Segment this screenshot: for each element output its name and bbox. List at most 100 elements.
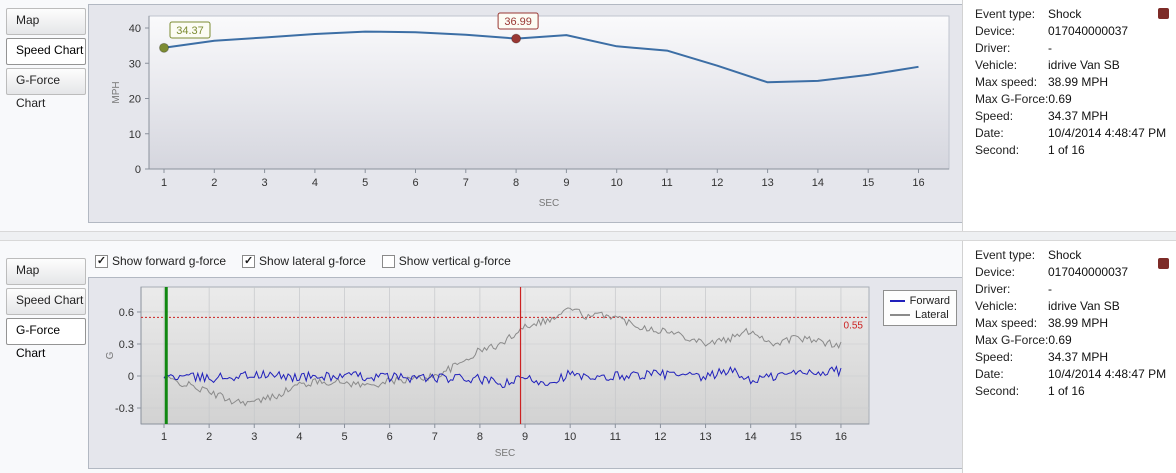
event-info-rows: Event type: Shock Device: 017040000037 Drive… bbox=[975, 6, 1170, 159]
info-row: Second: 1 of 16 bbox=[975, 383, 1170, 400]
checkbox-icon[interactable]: ✓ bbox=[242, 254, 256, 268]
checkbox-show-lateral-g-force[interactable]: ✓ Show lateral g-force bbox=[242, 254, 366, 268]
x-tick-label: 1 bbox=[161, 431, 167, 443]
legend-item-forward: Forward bbox=[890, 294, 950, 308]
x-tick-label: 8 bbox=[477, 431, 483, 443]
tab-map[interactable]: Map bbox=[6, 8, 86, 35]
y-tick-label: 10 bbox=[129, 129, 141, 141]
checkbox-show-forward-g-force[interactable]: ✓ Show forward g-force bbox=[95, 254, 226, 268]
marker-point bbox=[511, 33, 522, 44]
y-tick-label: -0.3 bbox=[115, 403, 134, 415]
info-value: 34.37 MPH bbox=[1048, 109, 1109, 123]
marker-label: 36.99 bbox=[504, 16, 532, 28]
x-tick-label: 5 bbox=[341, 431, 347, 443]
info-label: Speed: bbox=[975, 109, 1014, 123]
info-label: Event type: bbox=[975, 248, 1036, 262]
event-info-panel: Event type: Shock Device: 017040000037 Drive… bbox=[962, 0, 1176, 231]
x-axis-title: SEC bbox=[495, 448, 516, 459]
info-row: Event type: Shock bbox=[975, 6, 1170, 23]
gforce-chart-panel: Map Speed Chart G-Force Chart ✓ Show forwar… bbox=[0, 240, 1176, 473]
x-tick-label: 16 bbox=[912, 177, 924, 189]
gforce-chart-svg: -0.300.30.61 2 3 4 5 6 7 8 9 10 11 12 13 14 15 16GSEC0.… bbox=[105, 286, 870, 459]
checkbox-label: Show forward g-force bbox=[112, 254, 227, 268]
info-label: Device: bbox=[975, 265, 1016, 279]
checkbox-label: Show lateral g-force bbox=[259, 254, 366, 268]
x-tick-label: 13 bbox=[761, 177, 773, 189]
x-tick-label: 5 bbox=[362, 177, 368, 189]
x-tick-label: 10 bbox=[611, 177, 623, 189]
info-value: 1 of 16 bbox=[1048, 143, 1085, 157]
x-tick-label: 14 bbox=[812, 177, 824, 189]
checkbox-show-vertical-g-force[interactable]: Show vertical g-force bbox=[381, 254, 511, 268]
info-value: - bbox=[1048, 41, 1052, 55]
gforce-panel-tabstrip: Map Speed Chart G-Force Chart bbox=[6, 258, 86, 360]
legend-label: Forward bbox=[909, 295, 950, 307]
info-row: Device: 017040000037 bbox=[975, 23, 1170, 40]
info-label: Date: bbox=[975, 367, 1004, 381]
info-row: Speed: 34.37 MPH bbox=[975, 349, 1170, 366]
info-row: Max speed: 38.99 MPH bbox=[975, 74, 1170, 91]
tab-g-force-chart[interactable]: G-Force Chart bbox=[6, 68, 86, 110]
legend-line-icon bbox=[890, 314, 910, 316]
x-tick-label: 6 bbox=[412, 177, 418, 189]
x-tick-label: 1 bbox=[161, 177, 167, 189]
gforce-checkbox-row: ✓ Show forward g-force ✓ Show lateral g-for… bbox=[95, 252, 511, 270]
tab-speed-chart[interactable]: Speed Chart bbox=[6, 288, 86, 315]
info-row: Max G-Force: 0.69 bbox=[975, 332, 1170, 349]
x-tick-label: 4 bbox=[312, 177, 318, 189]
x-tick-label: 15 bbox=[790, 431, 802, 443]
info-label: Max G-Force: bbox=[975, 333, 1049, 347]
x-tick-label: 8 bbox=[513, 177, 519, 189]
gforce-chart[interactable]: -0.3 0 0.3 0.6 1 2 3 4 5 6 7 8 9 10 11 12 13 14 15 16 G SEC 0.… bbox=[88, 277, 964, 469]
y-axis-title: MPH bbox=[111, 81, 122, 103]
info-value: 10/4/2014 4:48:47 PM bbox=[1048, 367, 1167, 381]
x-tick-label: 7 bbox=[463, 177, 469, 189]
tab-speed-chart[interactable]: Speed Chart bbox=[6, 38, 86, 65]
checkbox-label: Show vertical g-force bbox=[398, 254, 511, 268]
info-label: Max speed: bbox=[975, 316, 1038, 330]
forward-line bbox=[163, 365, 842, 389]
info-label: Driver: bbox=[975, 41, 1011, 55]
tab-g-force-chart[interactable]: G-Force Chart bbox=[6, 318, 86, 360]
legend-item-lateral: Lateral bbox=[890, 308, 950, 322]
x-tick-label: 15 bbox=[862, 177, 874, 189]
info-label: Max G-Force: bbox=[975, 92, 1049, 106]
info-row: Date: 10/4/2014 4:48:47 PM bbox=[975, 125, 1170, 142]
gforce-legend: Forward Lateral bbox=[883, 290, 957, 326]
info-label: Second: bbox=[975, 143, 1020, 157]
y-tick-label: 0 bbox=[135, 164, 141, 176]
marker-label: 34.37 bbox=[176, 25, 204, 37]
tab-map[interactable]: Map bbox=[6, 258, 86, 285]
y-tick-label: 30 bbox=[129, 58, 141, 70]
info-label: Date: bbox=[975, 126, 1004, 140]
info-row: Event type: Shock bbox=[975, 247, 1170, 264]
checkbox-icon[interactable] bbox=[381, 254, 395, 268]
x-tick-label: 7 bbox=[432, 431, 438, 443]
info-row: Date: 10/4/2014 4:48:47 PM bbox=[975, 366, 1170, 383]
panel-corner-icon[interactable] bbox=[1158, 8, 1169, 19]
info-value: Shock bbox=[1048, 248, 1082, 262]
speed-chart-panel: Map Speed Chart G-Force Chart 0 10 20 30 40 1 2 3… bbox=[0, 0, 1176, 232]
x-tick-label: 2 bbox=[206, 431, 212, 443]
info-value: 017040000037 bbox=[1048, 24, 1129, 38]
info-value: 38.99 MPH bbox=[1048, 75, 1109, 89]
x-tick-label: 4 bbox=[296, 431, 302, 443]
info-row: Vehicle: idrive Van SB bbox=[975, 57, 1170, 74]
speed-line bbox=[163, 30, 919, 84]
y-tick-label: 0.3 bbox=[119, 339, 134, 351]
lateral-line bbox=[163, 307, 842, 407]
info-value: idrive Van SB bbox=[1048, 299, 1120, 313]
panel-corner-icon[interactable] bbox=[1158, 258, 1169, 269]
x-tick-label: 9 bbox=[563, 177, 569, 189]
info-value: 0.69 bbox=[1048, 333, 1072, 347]
y-tick-label: 40 bbox=[129, 23, 141, 35]
x-tick-label: 3 bbox=[251, 431, 257, 443]
y-tick-label: 0.6 bbox=[119, 307, 134, 319]
x-tick-label: 14 bbox=[745, 431, 757, 443]
x-tick-label: 11 bbox=[610, 431, 621, 443]
speed-chart[interactable]: 0 10 20 30 40 1 2 3 4 5 6 7 8 9 10 11 12 13 14 15 16 MPH SEC 34… bbox=[88, 4, 964, 223]
y-tick-label: 20 bbox=[129, 94, 141, 106]
info-value: 1 of 16 bbox=[1048, 384, 1085, 398]
info-row: Device: 017040000037 bbox=[975, 264, 1170, 281]
checkbox-icon[interactable]: ✓ bbox=[95, 254, 108, 268]
